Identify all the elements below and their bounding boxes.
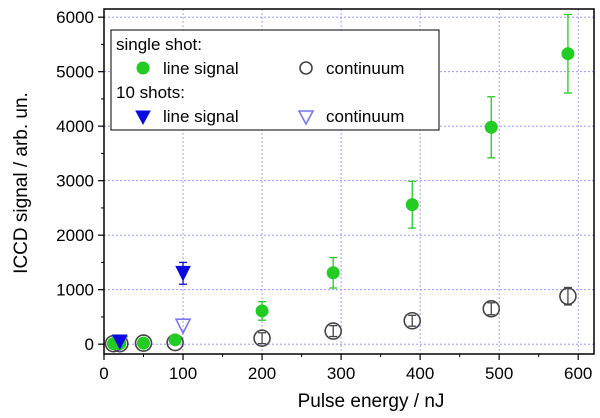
- data-marks: [104, 13, 577, 353]
- y-tick-label: 6000: [56, 8, 94, 27]
- legend-marker-ten-line: [135, 110, 151, 126]
- legend-label-single-line: line signal: [163, 59, 239, 78]
- data-point: [111, 334, 128, 351]
- legend-label-ten-continuum: continuum: [326, 107, 404, 126]
- x-tick-label: 400: [406, 364, 434, 383]
- y-tick-label: 0: [85, 335, 94, 354]
- data-point: [405, 198, 419, 212]
- x-tick-label: 0: [99, 364, 108, 383]
- legend-marker-single-continuum: [299, 61, 313, 75]
- x-axis-title: Pulse energy / nJ: [298, 391, 445, 412]
- data-point: [253, 329, 271, 347]
- series-single_line: [106, 13, 575, 351]
- y-axis-title: ICCD signal / arb. un.: [11, 92, 32, 274]
- legend-group-ten-shots: 10 shots:: [116, 83, 185, 102]
- data-point: [134, 334, 153, 352]
- data-point: [255, 304, 269, 318]
- legend-group-single-shot: single shot:: [116, 35, 202, 54]
- data-point: [561, 47, 575, 61]
- data-point: [175, 265, 191, 282]
- data-point: [174, 318, 192, 335]
- axis-ticks: 0 100 200 300 400 500 600010002000300040005000…: [56, 8, 592, 383]
- legend: single shot: line signal continuum 10 sh…: [110, 29, 440, 131]
- plot-frame: [103, 8, 595, 355]
- data-point: [559, 287, 577, 306]
- y-tick-label: 5000: [56, 63, 94, 82]
- data-point: [403, 311, 422, 330]
- legend-marker-single-line: [136, 61, 150, 75]
- legend-box: [110, 29, 440, 131]
- data-point: [326, 266, 340, 280]
- x-tick-label: 300: [327, 364, 355, 383]
- y-tick-label: 1000: [56, 281, 94, 300]
- data-point: [137, 336, 151, 350]
- x-tick-label: 600: [564, 364, 592, 383]
- y-tick-label: 3000: [56, 172, 94, 191]
- x-tick-label: 100: [169, 364, 197, 383]
- y-tick-label: 4000: [56, 117, 94, 136]
- y-tick-label: 2000: [56, 226, 94, 245]
- legend-label-single-continuum: continuum: [326, 59, 404, 78]
- series-ten_line: [111, 261, 191, 351]
- data-point: [482, 299, 501, 318]
- data-point: [484, 120, 498, 134]
- legend-label-ten-line: line signal: [163, 107, 239, 126]
- data-point: [168, 333, 182, 347]
- legend-marker-ten-continuum: [297, 110, 315, 126]
- data-point: [324, 322, 342, 340]
- x-tick-label: 200: [248, 364, 276, 383]
- x-tick-label: 500: [485, 364, 513, 383]
